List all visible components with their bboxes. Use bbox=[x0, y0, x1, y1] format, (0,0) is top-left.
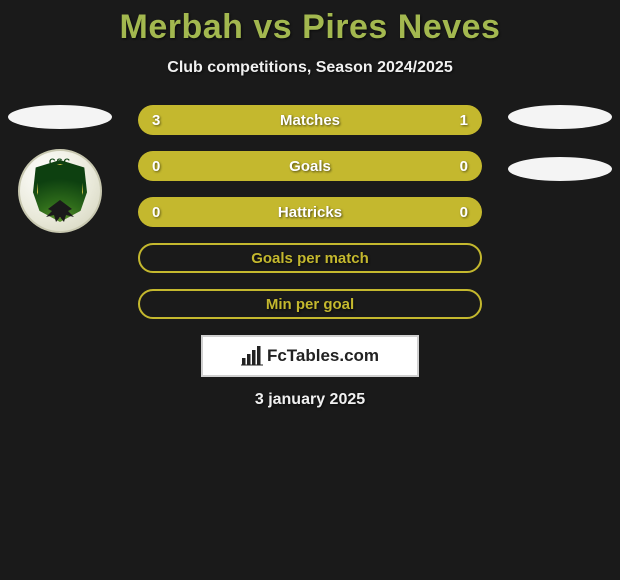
brand-label: FcTables.com bbox=[267, 346, 379, 366]
club-crest-left: CSC 1898 bbox=[18, 149, 102, 233]
main-area: CSC 1898 31Matches 00Goals 00Hattricks Goal… bbox=[0, 105, 620, 409]
placeholder-ellipse bbox=[8, 105, 112, 129]
stat-row: 00Goals bbox=[138, 151, 482, 181]
stat-row: 31Matches bbox=[138, 105, 482, 135]
generated-date: 3 january 2025 bbox=[0, 391, 620, 409]
eagle-icon bbox=[42, 197, 78, 225]
stat-row: 00Hattricks bbox=[138, 197, 482, 227]
placeholder-ellipse bbox=[508, 157, 612, 181]
left-player-column: CSC 1898 bbox=[8, 105, 112, 233]
stat-label: Hattricks bbox=[138, 197, 482, 227]
stat-row-empty: Goals per match bbox=[138, 243, 482, 273]
chart-bars-icon bbox=[241, 346, 263, 366]
brand-link[interactable]: FcTables.com bbox=[201, 335, 419, 377]
stat-list: 31Matches 00Goals 00Hattricks Goals per mat… bbox=[138, 105, 482, 319]
subtitle: Club competitions, Season 2024/2025 bbox=[0, 59, 620, 77]
page-title: Merbah vs Pires Neves bbox=[0, 8, 620, 47]
comparison-card: Merbah vs Pires Neves Club competitions,… bbox=[0, 0, 620, 409]
placeholder-ellipse bbox=[508, 105, 612, 129]
stat-label: Matches bbox=[138, 105, 482, 135]
stat-row-empty: Min per goal bbox=[138, 289, 482, 319]
right-player-column bbox=[508, 105, 612, 181]
stat-label: Goals bbox=[138, 151, 482, 181]
